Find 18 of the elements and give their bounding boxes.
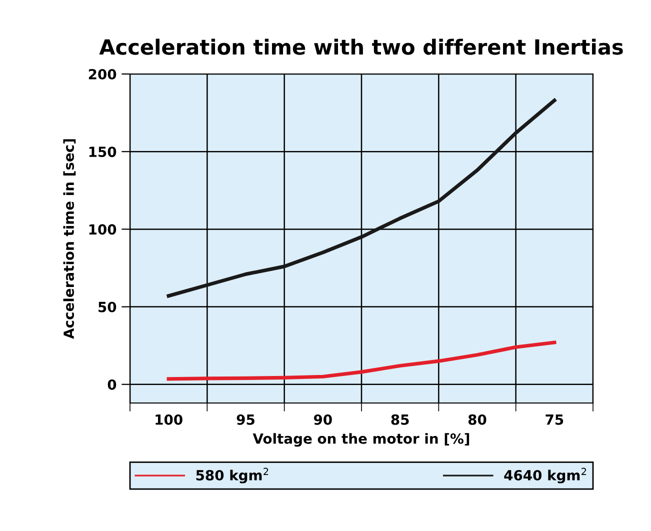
legend-label: 4640 kgm$^{2}$ (504, 468, 586, 484)
x-tick-label: 95 (236, 414, 254, 425)
x-tick-label: 100 (156, 414, 182, 425)
y-tick-label: 200 (88, 68, 116, 80)
x-tick-label: 80 (468, 414, 486, 425)
legend-label: 580 kgm$^{2}$ (196, 468, 268, 484)
y-tick-label: 150 (89, 146, 116, 158)
y-axis-title: Acceleration time in [sec] (63, 139, 76, 339)
x-tick-label: 85 (391, 414, 409, 425)
y-tick-label: 0 (108, 379, 116, 390)
x-tick-label: 75 (546, 414, 564, 425)
line-series (166, 340, 556, 381)
y-tick-label: 100 (89, 224, 116, 235)
x-axis-title: Voltage on the motor in [%] (252, 433, 470, 447)
line-series (166, 98, 556, 298)
chart-title: Acceleration time with two different Inertias (99, 38, 623, 55)
y-tick-label: 50 (98, 302, 116, 312)
x-tick-label: 90 (314, 414, 332, 425)
